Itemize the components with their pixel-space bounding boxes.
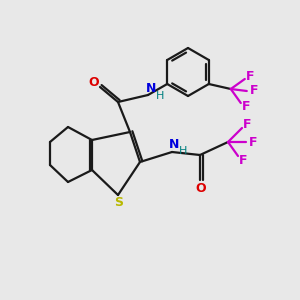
Text: F: F <box>243 118 251 130</box>
Text: N: N <box>146 82 156 95</box>
Text: O: O <box>89 76 99 89</box>
Text: N: N <box>169 137 179 151</box>
Text: F: F <box>242 100 250 113</box>
Text: F: F <box>239 154 247 167</box>
Text: F: F <box>249 136 257 148</box>
Text: F: F <box>245 70 254 83</box>
Text: H: H <box>179 146 187 156</box>
Text: H: H <box>156 91 164 101</box>
Text: F: F <box>250 85 258 98</box>
Text: S: S <box>115 196 124 209</box>
Text: O: O <box>196 182 206 194</box>
